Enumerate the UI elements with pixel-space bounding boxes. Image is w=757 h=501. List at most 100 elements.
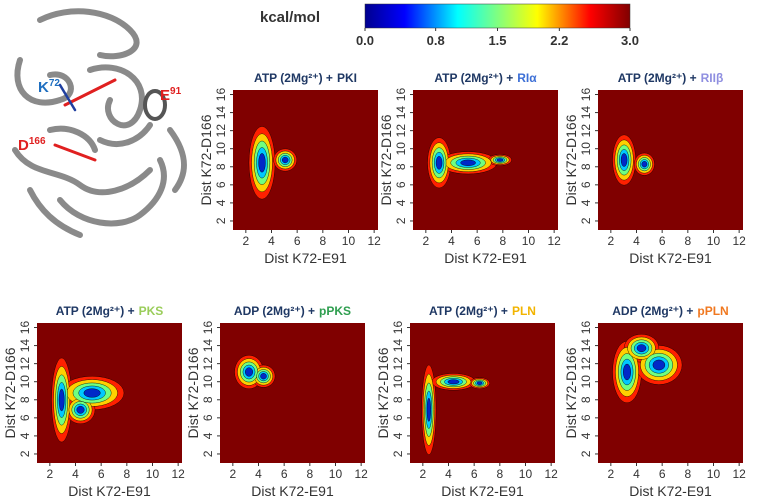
y-axis-label: Dist K72-D166 bbox=[563, 347, 579, 438]
title-ligand: RIIβ bbox=[701, 71, 724, 85]
panel: 2 4 6 8 10 12 2 4 6 8 10 12 14 16 Dist K72-E91 Dist K72… bbox=[2, 304, 185, 499]
x-tick-label: 10 bbox=[329, 467, 343, 481]
x-tick-label: 6 bbox=[474, 234, 481, 248]
colorbar-tick-label: 1.5 bbox=[488, 33, 506, 48]
panel-title: ADP (2Mg²⁺) + pPKS bbox=[234, 304, 351, 318]
x-tick-label: 10 bbox=[707, 234, 721, 248]
y-tick-label: 12 bbox=[391, 357, 405, 371]
y-tick-label: 10 bbox=[394, 142, 408, 156]
contour-region bbox=[460, 159, 476, 166]
x-tick-label: 2 bbox=[607, 234, 614, 248]
y-tick-label: 10 bbox=[18, 375, 32, 389]
title-prefix: ATP (2Mg²⁺) + bbox=[254, 71, 333, 85]
contour-region bbox=[258, 153, 266, 173]
panel-title: ATP (2Mg²⁺) + PLN bbox=[429, 304, 536, 318]
y-tick-label: 10 bbox=[214, 142, 228, 156]
x-axis-label: Dist K72-E91 bbox=[68, 483, 151, 499]
y-tick-label: 16 bbox=[201, 321, 215, 335]
colorbar-tick-label: 0.0 bbox=[356, 33, 374, 48]
x-tick-label: 10 bbox=[522, 234, 536, 248]
residue-number: 91 bbox=[170, 86, 182, 97]
colorbar-tick-label: 3.0 bbox=[621, 33, 639, 48]
residue-label: K72 bbox=[38, 78, 60, 96]
residue-name: K bbox=[38, 79, 49, 96]
y-tick-label: 6 bbox=[201, 414, 215, 421]
y-tick-label: 2 bbox=[579, 450, 593, 457]
plot-background bbox=[220, 323, 365, 463]
x-tick-label: 2 bbox=[422, 234, 429, 248]
contour-region bbox=[496, 158, 504, 162]
y-tick-label: 2 bbox=[214, 217, 228, 224]
contour-region bbox=[245, 367, 253, 377]
x-tick-label: 8 bbox=[306, 467, 313, 481]
x-tick-label: 12 bbox=[547, 234, 561, 248]
x-tick-label: 8 bbox=[496, 467, 503, 481]
x-tick-label: 4 bbox=[445, 467, 452, 481]
title-prefix: ATP (2Mg²⁺) + bbox=[429, 304, 508, 318]
y-tick-label: 16 bbox=[394, 88, 408, 102]
y-tick-label: 8 bbox=[391, 396, 405, 403]
panel: 2 4 6 8 10 12 2 4 6 8 10 12 14 16 Dist K72-E91 Dist K72… bbox=[198, 71, 381, 266]
y-tick-label: 8 bbox=[201, 396, 215, 403]
y-tick-label: 8 bbox=[579, 396, 593, 403]
y-axis-label: Dist K72-D166 bbox=[2, 347, 18, 438]
y-tick-label: 12 bbox=[394, 124, 408, 138]
x-tick-label: 2 bbox=[607, 467, 614, 481]
residue-name: D bbox=[18, 137, 29, 154]
title-ligand: PKI bbox=[337, 71, 357, 85]
y-tick-label: 12 bbox=[579, 124, 593, 138]
y-tick-label: 8 bbox=[214, 163, 228, 170]
x-axis-label: Dist K72-E91 bbox=[444, 250, 527, 266]
contour-region bbox=[281, 156, 289, 164]
x-tick-label: 4 bbox=[448, 234, 455, 248]
y-tick-label: 2 bbox=[18, 450, 32, 457]
y-tick-label: 14 bbox=[394, 106, 408, 120]
panel-title: ATP (2Mg²⁺) + PKI bbox=[254, 71, 357, 85]
y-tick-label: 6 bbox=[391, 414, 405, 421]
y-tick-label: 12 bbox=[18, 357, 32, 371]
x-axis-label: Dist K72-E91 bbox=[629, 250, 712, 266]
x-tick-label: 12 bbox=[732, 467, 746, 481]
x-axis-label: Dist K72-E91 bbox=[251, 483, 334, 499]
y-tick-label: 6 bbox=[394, 181, 408, 188]
colorbar-tick-label: 2.2 bbox=[550, 33, 568, 48]
y-axis-label: Dist K72-D166 bbox=[198, 114, 214, 205]
y-axis-label: Dist K72-D166 bbox=[185, 347, 201, 438]
x-tick-label: 12 bbox=[367, 234, 381, 248]
x-tick-label: 6 bbox=[98, 467, 105, 481]
x-tick-label: 2 bbox=[229, 467, 236, 481]
y-tick-label: 6 bbox=[579, 181, 593, 188]
x-tick-label: 8 bbox=[499, 234, 506, 248]
y-tick-label: 10 bbox=[579, 375, 593, 389]
y-tick-label: 2 bbox=[201, 450, 215, 457]
contour-region bbox=[476, 381, 483, 385]
y-tick-label: 2 bbox=[391, 450, 405, 457]
y-axis-label: Dist K72-D166 bbox=[375, 347, 391, 438]
title-prefix: ADP (2Mg²⁺) + bbox=[612, 304, 693, 318]
x-tick-label: 12 bbox=[171, 467, 185, 481]
residue-number: 166 bbox=[29, 136, 46, 147]
contour-region bbox=[641, 161, 648, 168]
x-tick-label: 6 bbox=[659, 467, 666, 481]
y-tick-label: 14 bbox=[18, 339, 32, 353]
y-tick-label: 16 bbox=[18, 321, 32, 335]
x-tick-label: 12 bbox=[732, 234, 746, 248]
y-tick-label: 4 bbox=[394, 199, 408, 206]
panel-title: ATP (2Mg²⁺) + RIIβ bbox=[618, 71, 724, 85]
title-ligand: pPKS bbox=[319, 304, 351, 318]
y-tick-label: 14 bbox=[391, 339, 405, 353]
contour-region bbox=[58, 388, 65, 412]
residue-label: E91 bbox=[160, 86, 182, 104]
y-tick-label: 2 bbox=[579, 217, 593, 224]
title-ligand: RIα bbox=[517, 71, 537, 85]
y-tick-label: 6 bbox=[214, 181, 228, 188]
panel-title: ADP (2Mg²⁺) + pPLN bbox=[612, 304, 728, 318]
title-ligand: PLN bbox=[512, 304, 536, 318]
x-tick-label: 4 bbox=[268, 234, 275, 248]
y-axis-label: Dist K72-D166 bbox=[378, 114, 394, 205]
title-ligand: PKS bbox=[139, 304, 164, 318]
x-tick-label: 2 bbox=[46, 467, 53, 481]
y-tick-label: 14 bbox=[201, 339, 215, 353]
residue-label: D166 bbox=[18, 136, 46, 154]
